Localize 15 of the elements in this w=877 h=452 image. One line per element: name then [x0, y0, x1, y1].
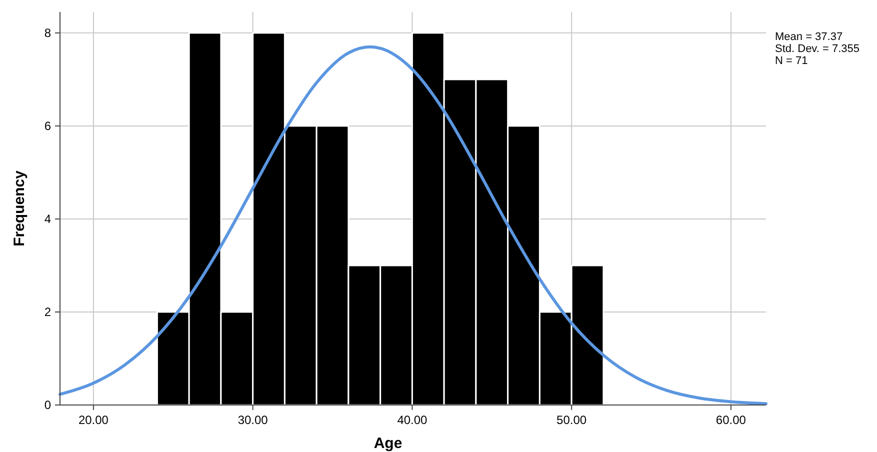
- text: Std. Dev. = 7.355: [775, 43, 860, 55]
- y-tick-label: 0: [44, 398, 52, 412]
- text: N = 71: [775, 55, 808, 67]
- y-axis-title: Frequency: [11, 170, 28, 246]
- y-tick-label: 2: [44, 304, 52, 319]
- x-axis-title: Age: [374, 435, 402, 452]
- x-tick-label: 40.00: [397, 413, 428, 427]
- text: Mean = 37.37: [775, 31, 843, 43]
- x-tick-label: 30.00: [238, 413, 268, 427]
- x-tick-label: 50.00: [556, 413, 587, 427]
- y-tick-label: 8: [44, 26, 52, 40]
- x-tick-label: 20.00: [78, 413, 109, 427]
- y-tick-label: 4: [44, 212, 52, 226]
- x-tick-label: 60.00: [716, 413, 746, 427]
- y-tick-label: 6: [44, 118, 52, 133]
